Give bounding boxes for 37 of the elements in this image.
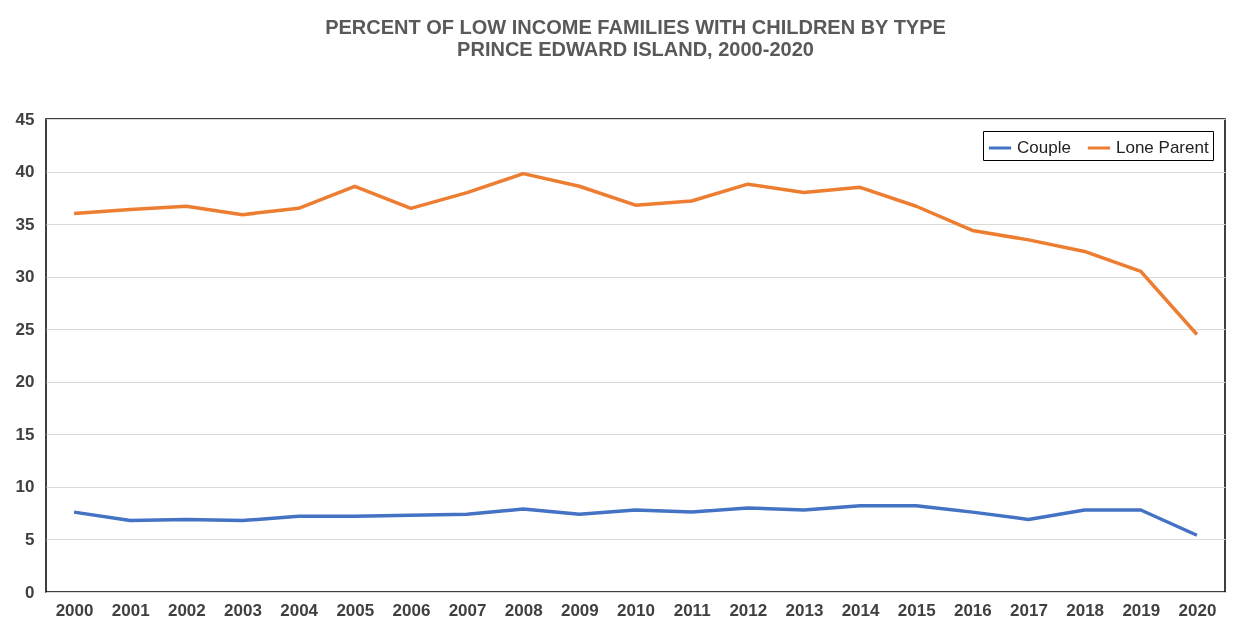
x-tick-label: 2013 xyxy=(785,600,824,620)
y-tick-label: 30 xyxy=(15,267,35,287)
x-tick-label: 2005 xyxy=(336,600,375,620)
x-tick-label: 2009 xyxy=(560,600,599,620)
legend-label: Couple xyxy=(1017,138,1071,157)
y-tick-label: 45 xyxy=(15,109,35,129)
x-tick-label: 2008 xyxy=(504,600,543,620)
x-tick-label: 2018 xyxy=(1066,600,1105,620)
x-tick-label: 2010 xyxy=(617,600,655,620)
x-tick-label: 2012 xyxy=(729,600,768,620)
y-tick-label: 15 xyxy=(15,424,35,444)
x-tick-label: 2014 xyxy=(841,600,881,620)
x-tick-label: 2016 xyxy=(953,600,992,620)
line-series xyxy=(72,504,1199,537)
y-tick-label: 20 xyxy=(15,372,35,392)
y-tick-label: 40 xyxy=(15,162,35,182)
y-tick-label: 35 xyxy=(15,214,35,234)
chart-subtitle: PRINCE EDWARD ISLAND, 2000-2020 xyxy=(457,38,814,60)
x-tick-label: 2020 xyxy=(1178,600,1217,620)
legend-label: Lone Parent xyxy=(1116,138,1209,157)
x-tick-label: 2004 xyxy=(280,600,319,620)
line-series xyxy=(72,171,1199,337)
x-tick-label: 2007 xyxy=(448,600,487,620)
x-tick-label: 2011 xyxy=(673,600,711,620)
x-tick-label: 2015 xyxy=(897,600,936,620)
chart-title: PERCENT OF LOW INCOME FAMILIES WITH CHILDREN BY TYPE xyxy=(325,16,946,38)
x-tick-label: 2003 xyxy=(224,600,262,620)
x-tick-label: 2017 xyxy=(1010,600,1048,620)
y-tick-label: 10 xyxy=(15,477,35,497)
x-tick-label: 2006 xyxy=(392,600,431,620)
x-tick-label: 2001 xyxy=(111,600,150,620)
y-tick-label: 25 xyxy=(15,319,35,339)
y-tick-label: 5 xyxy=(25,529,35,549)
x-tick-label: 2002 xyxy=(167,600,206,620)
x-tick-label: 2000 xyxy=(55,600,94,620)
x-tick-label: 2019 xyxy=(1122,600,1161,620)
y-tick-label: 0 xyxy=(25,582,35,602)
